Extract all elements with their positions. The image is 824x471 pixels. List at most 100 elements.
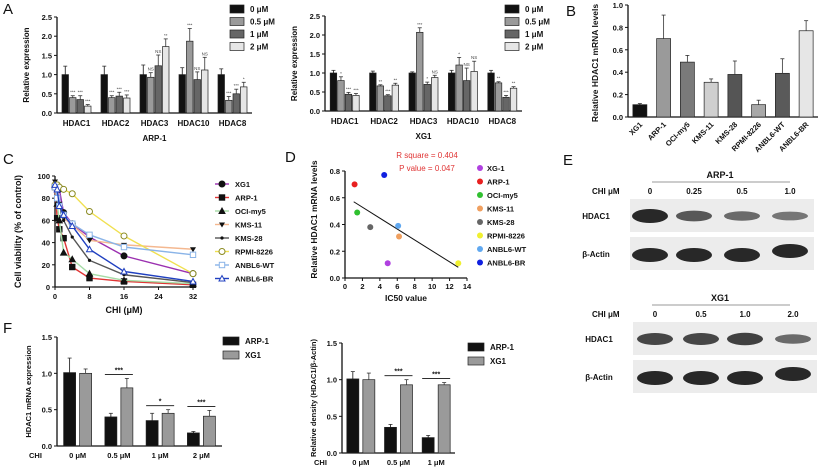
- bar-HDAC10-2 μM: [201, 69, 209, 114]
- marker: [218, 248, 226, 255]
- legend-swatch: [229, 42, 245, 51]
- x-tick-label: 12: [445, 282, 453, 291]
- x-prefix-label: CHI: [314, 458, 327, 467]
- point-XG-1: [384, 260, 391, 267]
- bar-KMS-11: [703, 81, 719, 118]
- bar-HDAC2-0 μM: [100, 74, 108, 114]
- legend-label: KMS-28: [235, 234, 263, 243]
- legend-label: KMS-11: [235, 221, 262, 230]
- marker: [53, 195, 61, 202]
- legend-label: ARP-1: [487, 178, 510, 187]
- marker: [86, 231, 93, 239]
- y-tick-label: 1.5: [310, 50, 320, 59]
- marker: [218, 261, 226, 269]
- bar-HDAC10-1 μM: [193, 79, 201, 114]
- western-blot-XG1: [633, 304, 817, 393]
- significance-label: ***: [85, 99, 91, 104]
- bar-0 μM-ARP-1: [346, 378, 360, 454]
- legend-swatch: [504, 4, 520, 14]
- y-axis-title: Relative HDAC1 mRNA levels: [309, 160, 319, 279]
- bar-HDAC10-0.5 μM: [455, 64, 463, 112]
- x-tick-label: ARP-1: [646, 120, 668, 142]
- y-tick-label: 1.5: [327, 339, 337, 348]
- y-tick-label: 60: [42, 216, 50, 225]
- bar-HDAC2-0.5 μM: [376, 85, 384, 112]
- marker: [62, 218, 66, 222]
- legend-label: XG1: [490, 357, 507, 366]
- x-tick-label: HDAC8: [489, 117, 517, 126]
- legend-label: KMS-11: [487, 205, 514, 214]
- r-square-annotation: R square = 0.404: [396, 151, 458, 160]
- blot-cell-line-label: ARP-1: [706, 170, 733, 180]
- y-tick-label: 0: [46, 283, 50, 292]
- significance-label: ***: [197, 399, 205, 406]
- legend-label: 2 μM: [250, 43, 269, 52]
- marker: [87, 258, 92, 262]
- x-tick-label: 6: [395, 282, 399, 291]
- blot-band-HDAC1: [724, 211, 760, 221]
- marker: [218, 206, 226, 214]
- significance-label: ***: [346, 86, 352, 91]
- y-tick-label: 1.0: [613, 1, 623, 10]
- bar-HDAC8-0.5 μM: [494, 82, 503, 112]
- y-tick-label: 0.0: [310, 107, 320, 116]
- blot-band-β-Actin: [727, 371, 763, 385]
- bar-HDAC8-0 μM: [217, 74, 225, 114]
- bar-OCI-my5: [680, 61, 695, 118]
- point-ANBL6-WT: [395, 222, 402, 229]
- bar-HDAC3-0.5 μM: [147, 76, 155, 114]
- blot-band-β-Actin: [772, 244, 808, 258]
- blot-band-HDAC1: [775, 334, 811, 344]
- marker: [68, 221, 77, 229]
- bar-2 μM-XG1: [203, 415, 216, 447]
- legend-label: XG1: [245, 351, 262, 360]
- x-tick-label: 8: [413, 282, 417, 291]
- legend-label: RPMI-8226: [235, 248, 273, 257]
- panel-label-F: F: [3, 320, 12, 337]
- x-prefix-label: CHI: [29, 451, 42, 460]
- blot-band-HDAC1: [676, 210, 712, 222]
- bar-0.5 μM-ARP-1: [384, 426, 397, 454]
- marker: [56, 226, 63, 233]
- y-tick-label: 0.6: [330, 194, 340, 203]
- legend-marker: [477, 205, 483, 212]
- x-tick-label: OCI-my5: [664, 120, 692, 148]
- y-tick-label: 0.5: [327, 412, 337, 421]
- marker: [120, 243, 128, 251]
- bar-HDAC2-2 μM: [391, 84, 399, 112]
- x-tick-label: 2 μM: [193, 451, 210, 460]
- blot-cell-line-label: XG1: [711, 293, 729, 303]
- legend-marker: [477, 178, 483, 185]
- marker: [120, 232, 128, 240]
- significance-label: ***: [124, 89, 130, 94]
- legend-label: ARP-1: [490, 343, 515, 352]
- x-tick-label: 24: [154, 292, 163, 301]
- legend-marker: [477, 232, 483, 239]
- blot-band-HDAC1: [772, 211, 808, 221]
- y-tick-label: 0.0: [330, 274, 340, 283]
- y-tick-label: 2.5: [310, 12, 320, 21]
- bar-ARP-1: [656, 38, 671, 118]
- y-tick-label: 80: [42, 194, 50, 203]
- y-tick-label: 1.0: [310, 69, 320, 78]
- y-tick-label: 0.6: [613, 46, 623, 55]
- legend-label: 0 μM: [525, 5, 544, 14]
- legend-swatch: [222, 336, 240, 346]
- bar-RPMI-8226: [751, 104, 766, 118]
- marker: [189, 277, 197, 285]
- panel-label-E: E: [563, 152, 573, 169]
- marker: [189, 270, 197, 278]
- panel-label-D: D: [285, 149, 296, 166]
- x-tick-label: HDAC10: [177, 119, 210, 128]
- y-tick-label: 0.0: [42, 442, 52, 451]
- x-axis-title: XG1: [415, 132, 432, 141]
- x-tick-label: 2: [360, 282, 364, 291]
- bar-ANBL6-WT: [775, 72, 790, 118]
- series-ANBL6-BR: [51, 180, 197, 285]
- bar-HDAC3-0 μM: [139, 74, 147, 114]
- legend-swatch: [504, 42, 520, 51]
- legend-swatch: [222, 350, 240, 360]
- y-tick-label: 2.0: [310, 31, 320, 40]
- bar-HDAC8-1 μM: [502, 96, 510, 112]
- legend-marker: [477, 219, 483, 225]
